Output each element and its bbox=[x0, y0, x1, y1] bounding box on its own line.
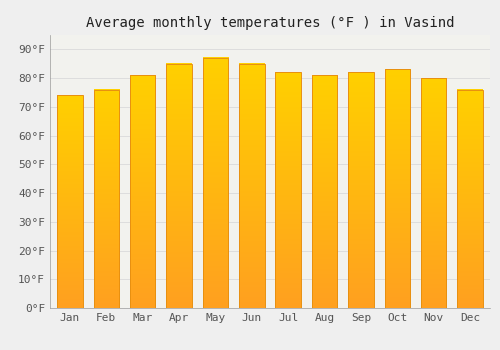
Bar bbox=[276, 72, 301, 308]
Bar bbox=[130, 75, 156, 308]
Bar bbox=[348, 72, 374, 308]
Bar bbox=[166, 64, 192, 308]
Title: Average monthly temperatures (°F ) in Vasind: Average monthly temperatures (°F ) in Va… bbox=[86, 16, 454, 30]
Bar bbox=[384, 70, 410, 308]
Bar bbox=[239, 64, 264, 308]
Bar bbox=[202, 58, 228, 308]
Bar bbox=[458, 90, 482, 308]
Bar bbox=[421, 78, 446, 308]
Bar bbox=[94, 90, 119, 308]
Bar bbox=[58, 95, 82, 308]
Bar bbox=[312, 75, 338, 308]
